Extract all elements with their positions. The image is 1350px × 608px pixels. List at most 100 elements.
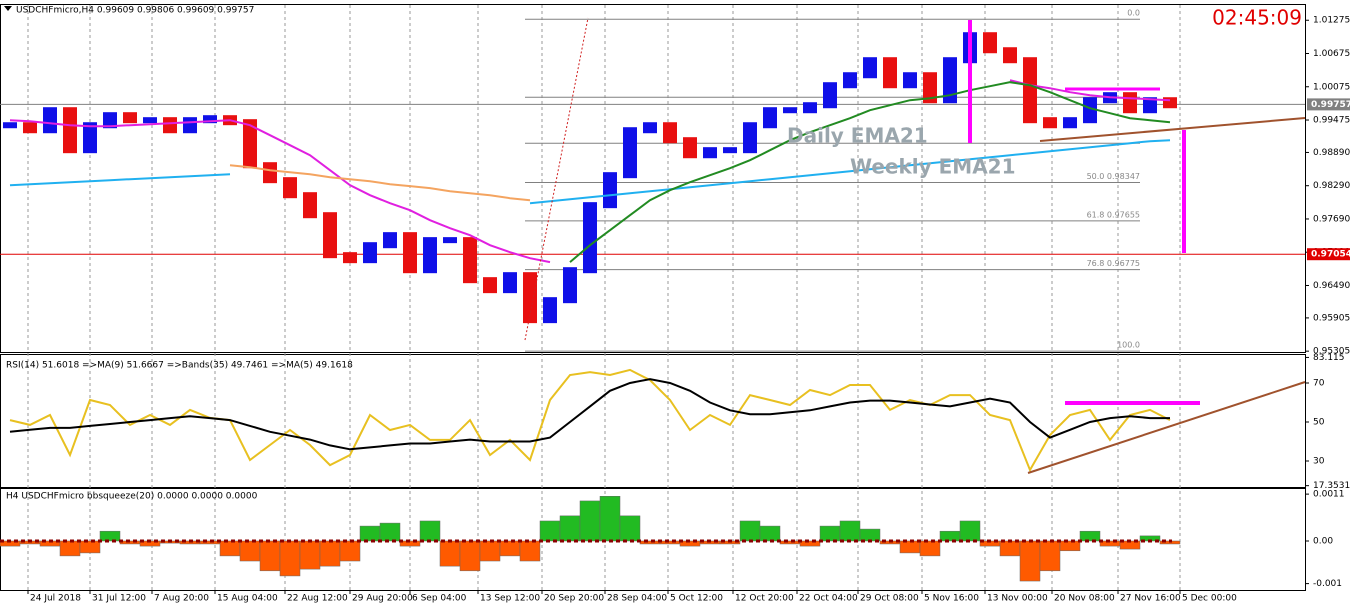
- trend-line: [1027, 381, 1306, 474]
- y-tick-label: 0.98290: [1313, 181, 1350, 191]
- x-tick-label: 24 Jul 2018: [30, 594, 81, 604]
- candle: [483, 277, 497, 294]
- candle: [623, 127, 637, 179]
- candle: [1083, 97, 1097, 124]
- candle: [23, 122, 37, 134]
- squeeze-bar: [379, 522, 401, 542]
- y-tick-label: 0.95305: [1313, 347, 1350, 357]
- candle: [263, 162, 277, 184]
- candle: [723, 147, 737, 154]
- squeeze-bar: [239, 540, 261, 562]
- candle: [783, 107, 797, 114]
- line-series: [9, 79, 1171, 264]
- collapse-icon[interactable]: [4, 6, 12, 11]
- candle: [1163, 97, 1177, 109]
- squeeze-bar: [219, 540, 241, 557]
- y-tick-label: 0.97690: [1313, 214, 1350, 224]
- y-tick-label: 17.3531: [1313, 481, 1350, 491]
- fib-label: 61.8 0.97655: [1087, 210, 1140, 219]
- candle: [1003, 47, 1017, 64]
- annotation: Weekly EMA21: [850, 155, 1016, 179]
- squeeze-bar: [59, 540, 81, 557]
- candle: [243, 119, 257, 169]
- candle: [443, 237, 457, 244]
- candle: [743, 122, 757, 154]
- candle: [503, 272, 517, 294]
- squeeze-bar: [79, 540, 101, 554]
- drawn-line: [524, 17, 589, 341]
- x-tick-label: 20 Sep 20:00: [544, 594, 604, 604]
- squeeze-bar: [959, 520, 981, 542]
- candle: [803, 102, 817, 114]
- x-tick-label: 15 Aug 04:00: [217, 594, 278, 604]
- price-title: USDCHFmicro,H4 0.99609 0.99806 0.99609 0…: [16, 6, 254, 16]
- y-tick-label: 0.0011: [1313, 490, 1345, 500]
- candle: [823, 82, 837, 109]
- x-tick-label: 5 Dec 00:00: [1182, 594, 1237, 604]
- candle: [603, 172, 617, 209]
- clock: 02:45:09: [1212, 6, 1302, 30]
- squeeze-bar: [1079, 530, 1101, 542]
- squeeze-bar: [679, 540, 701, 547]
- fib-label: 0.0: [1127, 9, 1140, 18]
- y-tick-label: 0.98890: [1313, 148, 1350, 158]
- x-tick-label: 5 Oct 12:00: [670, 594, 723, 604]
- candle: [63, 107, 77, 154]
- candle: [383, 232, 397, 249]
- price-label: 0.99757: [1311, 100, 1350, 110]
- rsi-title: RSI(14) 51.6018 =>MA(9) 51.6667 =>Bands(…: [6, 361, 353, 371]
- squeeze-bar: [939, 530, 961, 542]
- y-tick-label: 1.01275: [1313, 16, 1350, 26]
- y-tick-label: 83.115: [1313, 353, 1345, 363]
- plot: [0, 32, 1181, 582]
- candle: [543, 297, 557, 324]
- squeeze-bar: [799, 540, 821, 547]
- candle: [983, 32, 997, 54]
- squeeze-bar: [599, 495, 621, 542]
- squeeze-title: H4 USDCHFmicro bbsqueeze(20) 0.0000 0.00…: [6, 492, 258, 502]
- squeeze-bar: [359, 525, 381, 542]
- candle: [903, 72, 917, 89]
- y-tick-label: 0.00: [1313, 536, 1333, 546]
- candle: [183, 117, 197, 134]
- candle: [883, 57, 897, 89]
- squeeze-bar: [579, 500, 601, 542]
- candle: [663, 122, 677, 144]
- line-series: [9, 368, 1171, 473]
- candle: [643, 122, 657, 134]
- x-tick-label: 22 Aug 12:00: [287, 594, 348, 604]
- squeeze-bar: [999, 540, 1021, 557]
- candle: [1023, 57, 1037, 124]
- y-tick-label: 0.95905: [1313, 313, 1350, 323]
- candle: [343, 252, 357, 264]
- x-tick-label: 7 Aug 20:00: [154, 594, 209, 604]
- x-tick-label: 6 Sep 04:00: [412, 594, 467, 604]
- candle: [523, 272, 537, 324]
- x-tick-label: 31 Jul 12:00: [92, 594, 146, 604]
- squeeze-bar: [839, 520, 861, 542]
- candle: [943, 57, 957, 104]
- x-tick-label: 22 Oct 04:00: [799, 594, 858, 604]
- y-tick-label: 50: [1313, 418, 1325, 428]
- y-tick-label: -0.001: [1313, 579, 1342, 589]
- squeeze-bar: [779, 540, 801, 545]
- squeeze-bar: [759, 525, 781, 542]
- squeeze-bar: [539, 520, 561, 542]
- price-panel: [0, 4, 1306, 353]
- y-tick-label: 0.99475: [1313, 116, 1350, 126]
- squeeze-bar: [319, 540, 341, 567]
- squeeze-bar: [479, 540, 501, 562]
- candle: [83, 122, 97, 154]
- candle: [1123, 92, 1137, 114]
- candle: [563, 267, 577, 304]
- line-series: [569, 81, 1171, 263]
- squeeze-bar: [559, 515, 581, 542]
- squeeze-bar: [499, 540, 521, 557]
- x-tick-label: 27 Nov 16:00: [1120, 594, 1181, 604]
- candle: [423, 237, 437, 274]
- y-tick-label: 30: [1313, 457, 1325, 467]
- candle: [103, 112, 117, 129]
- squeeze-bar: [259, 540, 281, 572]
- y-tick-label: 0.96490: [1313, 281, 1350, 291]
